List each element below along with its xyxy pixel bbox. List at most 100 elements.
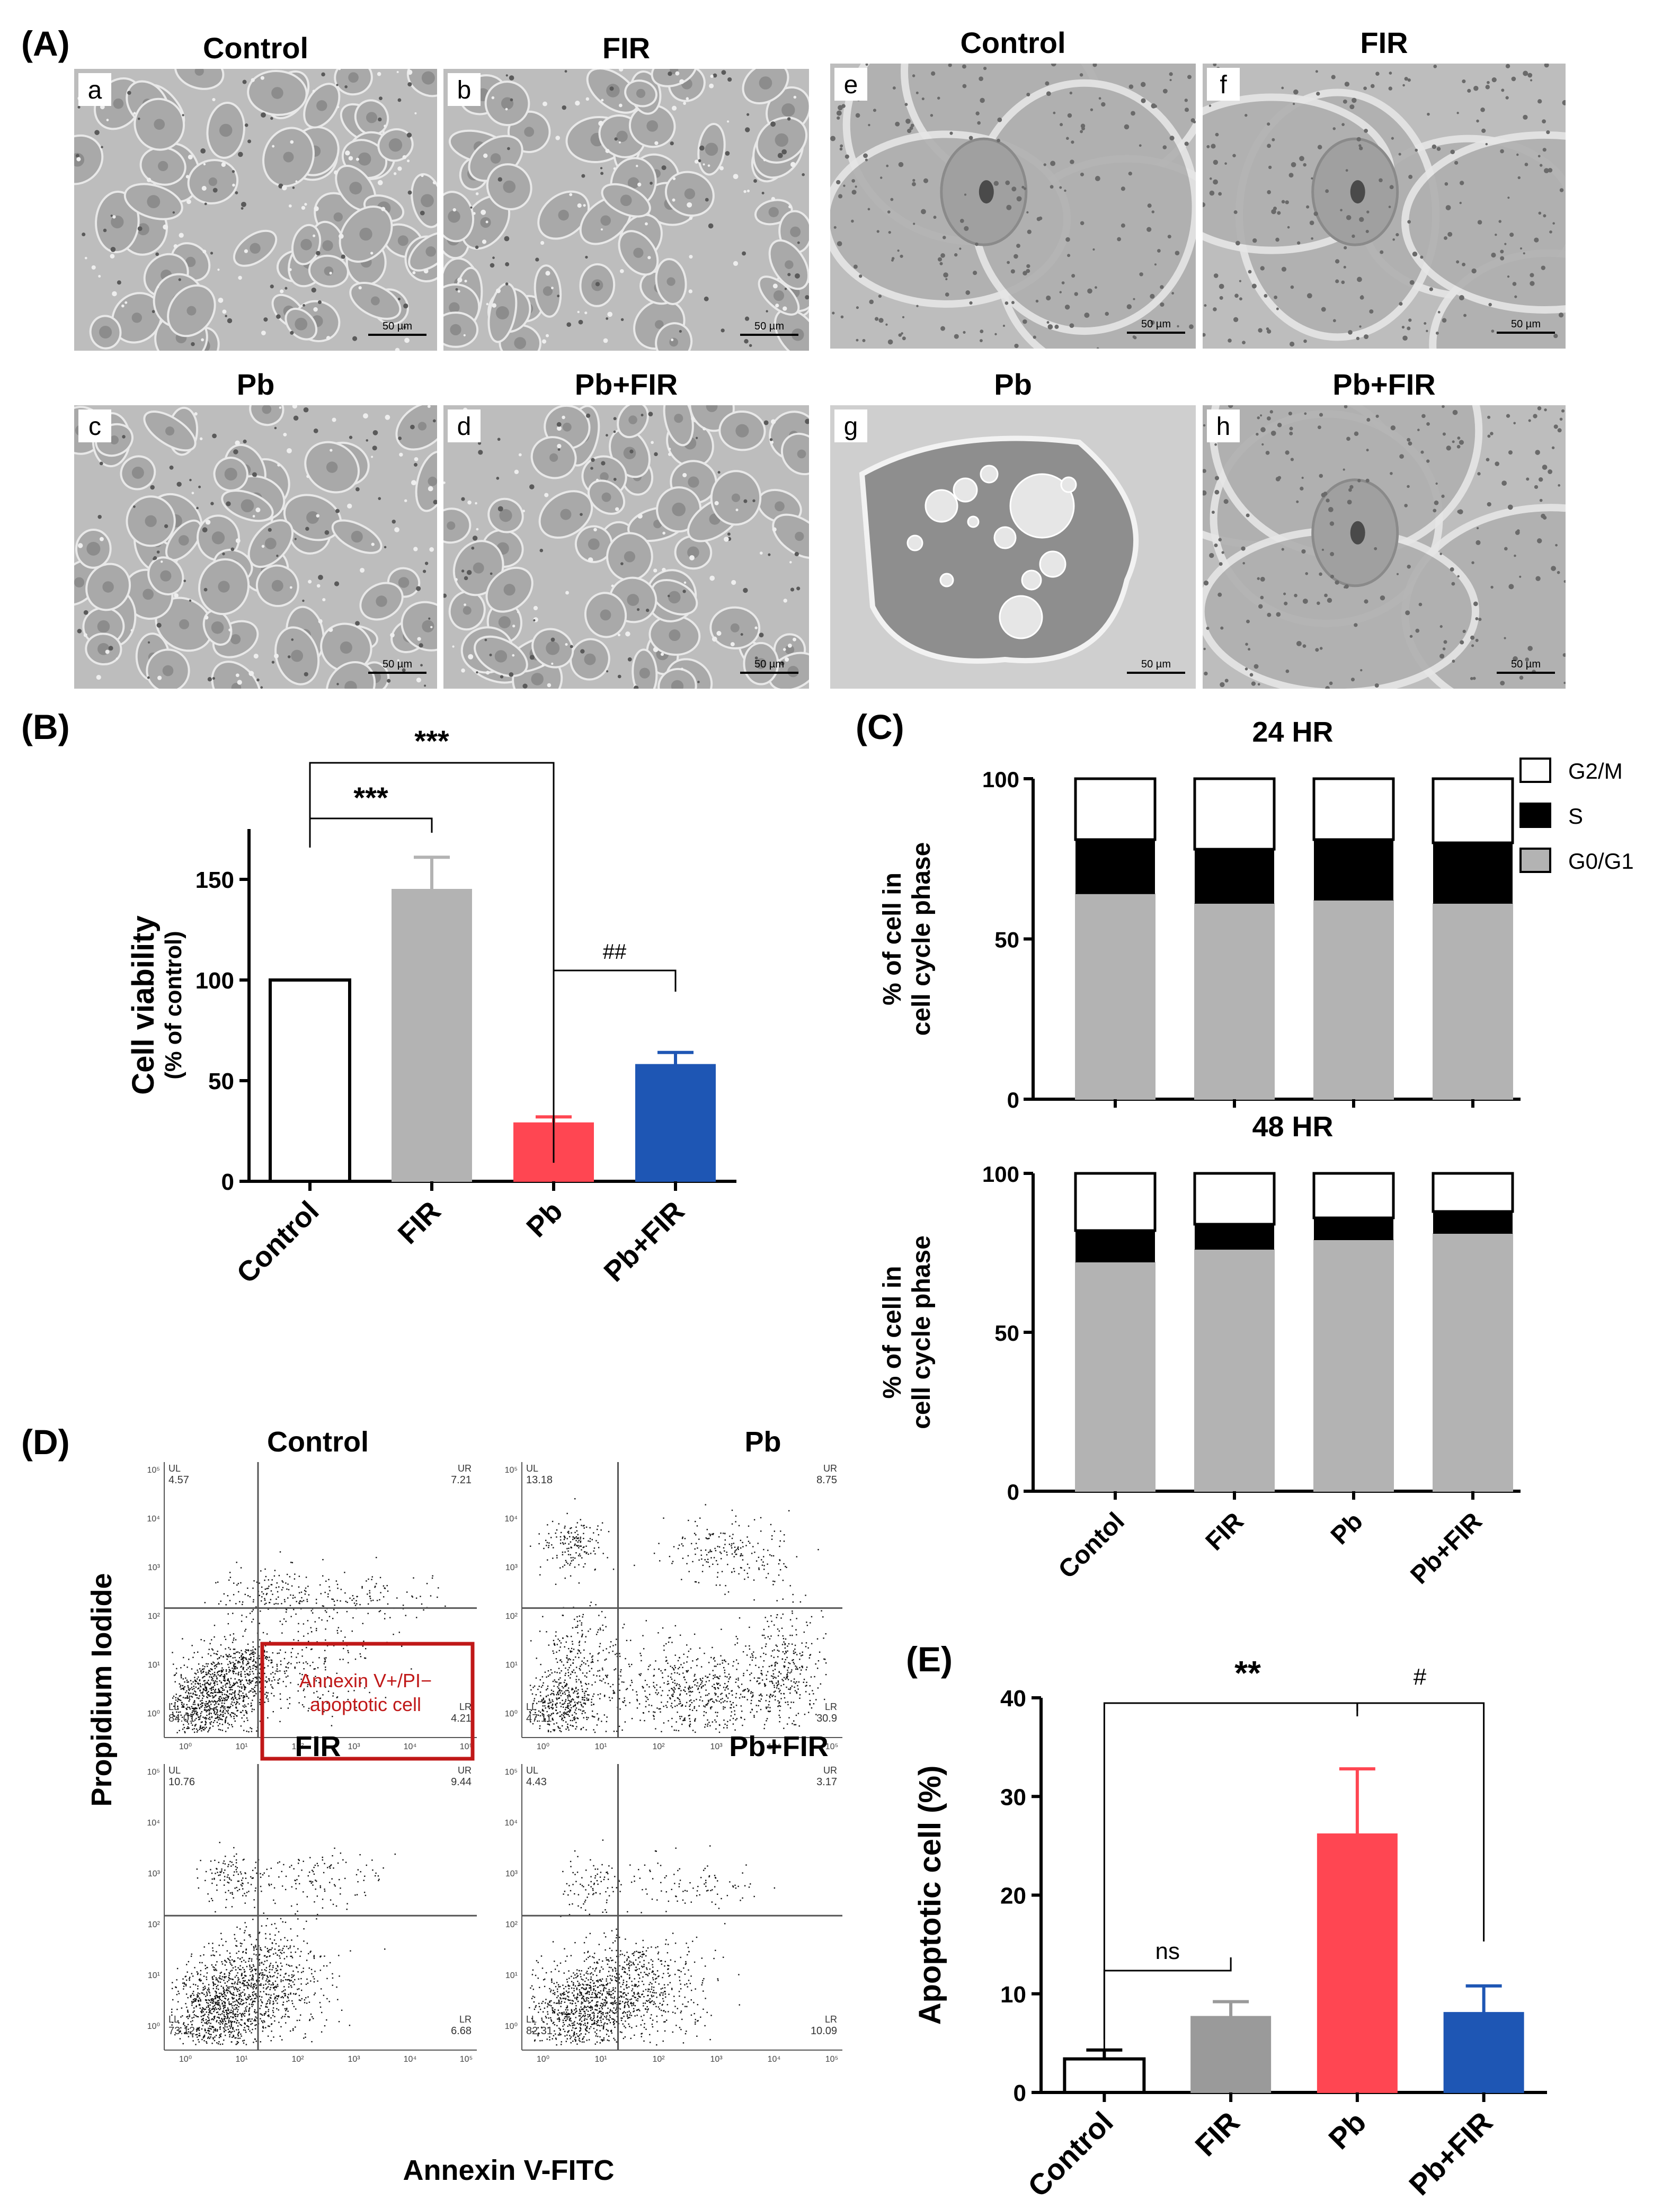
- nucleus: [600, 472, 609, 481]
- granule: [977, 121, 981, 125]
- granule: [710, 74, 714, 78]
- bar-segment-s: [1195, 849, 1274, 904]
- granule: [1534, 237, 1539, 243]
- nucleus: [600, 215, 611, 226]
- granule: [1309, 220, 1314, 226]
- granule: [147, 641, 150, 644]
- granule: [770, 440, 774, 444]
- granule: [1288, 173, 1294, 178]
- granule: [605, 148, 610, 153]
- granule: [492, 256, 495, 259]
- granule: [541, 339, 547, 344]
- flow-dots: [529, 1498, 827, 1733]
- granule: [716, 631, 722, 636]
- granule: [613, 417, 617, 421]
- granule: [1096, 347, 1099, 349]
- granule: [96, 674, 101, 680]
- granule: [721, 328, 725, 333]
- granule: [1317, 145, 1322, 150]
- y-tick-label: 50: [994, 1321, 1019, 1346]
- granule: [533, 605, 538, 611]
- granule: [337, 105, 340, 109]
- granule: [1555, 544, 1558, 547]
- granule: [851, 190, 857, 195]
- granule: [805, 295, 809, 300]
- granule: [672, 198, 675, 202]
- nucleus: [291, 649, 304, 662]
- granule: [789, 561, 792, 564]
- nucleus: [514, 337, 527, 349]
- granule: [1344, 586, 1346, 589]
- nucleus: [398, 577, 410, 588]
- granule: [397, 659, 399, 662]
- granule: [1485, 142, 1488, 146]
- granule: [600, 167, 603, 170]
- granule: [1562, 653, 1566, 657]
- granule: [326, 336, 331, 340]
- nucleus: [448, 210, 460, 223]
- bar-segment-s: [1314, 839, 1393, 901]
- flow-x-tick-label: 10⁰: [179, 2055, 192, 2064]
- granule: [272, 145, 275, 148]
- granule: [1292, 102, 1295, 105]
- granule: [1459, 201, 1462, 204]
- scale-bar-label: 50 µm: [1511, 318, 1541, 330]
- granule: [949, 131, 953, 135]
- granule: [371, 456, 374, 458]
- granule: [1330, 552, 1335, 556]
- granule: [898, 162, 904, 167]
- granule: [1021, 185, 1025, 189]
- granule: [410, 424, 415, 430]
- nucleus: [775, 501, 785, 512]
- granule: [372, 446, 377, 451]
- granule: [772, 283, 778, 289]
- nucleus: [627, 177, 639, 189]
- granule: [1285, 669, 1290, 673]
- micrograph-letter-box: [448, 409, 481, 442]
- granule: [1169, 72, 1173, 76]
- granule: [1046, 321, 1050, 324]
- granule: [421, 174, 424, 177]
- granule: [837, 116, 840, 120]
- nucleus: [669, 337, 678, 347]
- granule: [1260, 595, 1264, 600]
- granule: [1379, 178, 1383, 183]
- granule: [1491, 77, 1497, 83]
- granule: [743, 190, 746, 193]
- granule: [1211, 511, 1215, 514]
- granule: [210, 502, 214, 505]
- granule: [1352, 234, 1355, 238]
- granule: [963, 331, 966, 334]
- granule: [1329, 681, 1333, 685]
- granule: [1275, 237, 1279, 242]
- granule: [510, 98, 513, 102]
- granule: [221, 162, 226, 167]
- granule: [332, 417, 336, 422]
- granule: [651, 441, 654, 444]
- granule: [398, 437, 402, 440]
- granule: [378, 117, 382, 122]
- nucleus: [633, 247, 644, 258]
- granule: [1365, 229, 1369, 233]
- granule: [455, 288, 458, 291]
- flow-x-tick-label: 10³: [710, 1742, 723, 1751]
- nucleus: [546, 641, 560, 655]
- granule: [1380, 595, 1385, 601]
- granule: [1065, 237, 1070, 242]
- granule: [1530, 79, 1533, 82]
- granule: [1459, 181, 1464, 185]
- granule: [108, 646, 113, 651]
- nucleus: [264, 538, 277, 549]
- granule: [770, 419, 776, 424]
- granule: [1454, 161, 1459, 165]
- granule: [457, 290, 460, 293]
- nucleus: [97, 620, 110, 633]
- granule: [1537, 406, 1542, 411]
- granule: [1504, 547, 1508, 551]
- granule: [470, 206, 473, 209]
- granule: [1344, 405, 1348, 408]
- granule: [311, 287, 316, 293]
